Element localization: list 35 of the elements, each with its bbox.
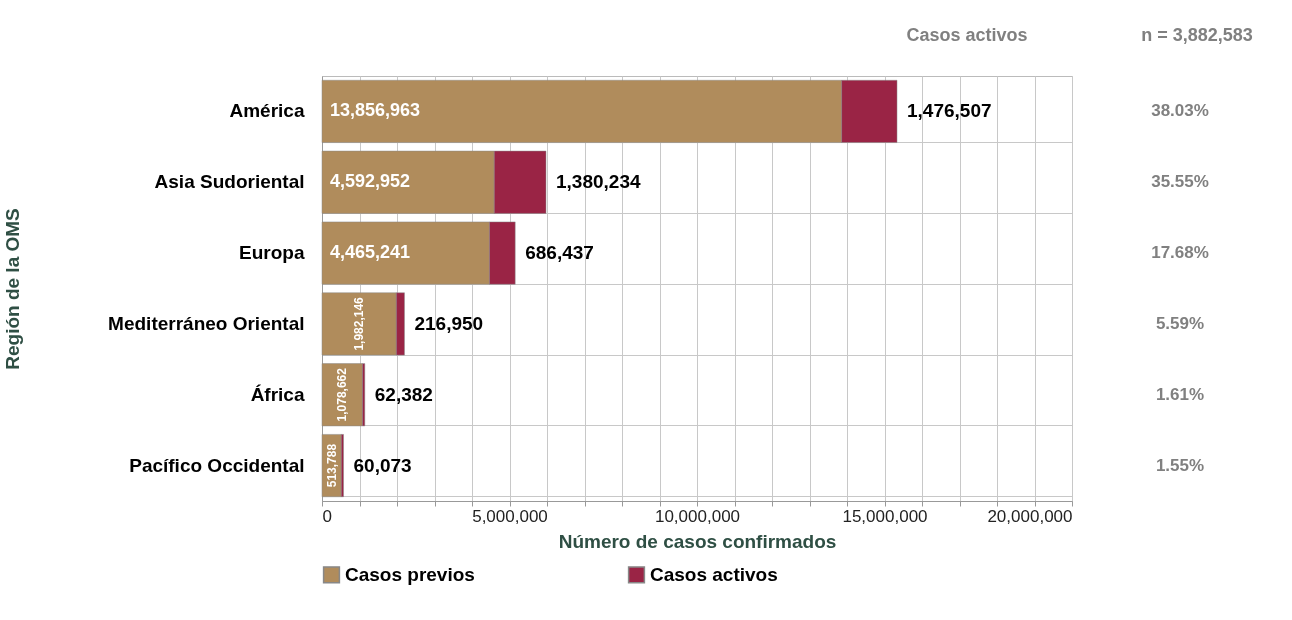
y-tick-label: Mediterráneo Oriental (108, 312, 305, 334)
x-tick-label: 0 (322, 506, 332, 526)
x-tick-label: 10,000,000 (654, 506, 741, 526)
data-label: 4,592,952 (330, 171, 411, 192)
data-label: 13,856,963 (330, 100, 421, 121)
text: n = 3,882,583 (1141, 25, 1253, 45)
data-label: 216,950 (414, 312, 484, 334)
data-label: 1,380,234 (555, 171, 641, 193)
text: 1.55% (1155, 455, 1205, 475)
y-tick-label: América (229, 100, 305, 122)
data-label: 4,465,241 (330, 242, 411, 263)
y-tick-label: Asia Sudoriental (154, 171, 305, 193)
data-label: 686,437 (525, 242, 594, 264)
y-axis-title: Región de la OMS (1, 208, 23, 370)
text: Casos activos (906, 25, 1028, 45)
y-tick-label: Pacífico Occidental (129, 454, 305, 476)
x-tick-label: 20,000,000 (987, 506, 1073, 526)
text: 1.61% (1155, 384, 1205, 404)
data-label: 1,982,146 (352, 296, 367, 351)
text: 38.03% (1151, 101, 1209, 121)
y-tick-label: Europa (239, 242, 305, 264)
y-tick-label: África (250, 383, 305, 405)
text: 17.68% (1151, 243, 1209, 263)
x-axis-title: Número de casos confirmados (558, 530, 837, 552)
data-label: 513,788 (324, 443, 339, 488)
text: 5.59% (1155, 313, 1205, 333)
data-label: 1,078,662 (335, 367, 350, 422)
x-tick-label: 5,000,000 (472, 506, 548, 526)
x-tick-label: 15,000,000 (842, 506, 928, 526)
data-label: 62,382 (374, 383, 433, 405)
data-label: 60,073 (353, 454, 412, 476)
legend-label: Casos previos (345, 563, 475, 585)
legend-label: Casos activos (650, 563, 778, 585)
text: 35.55% (1151, 172, 1209, 192)
data-label: 1,476,507 (907, 100, 992, 122)
